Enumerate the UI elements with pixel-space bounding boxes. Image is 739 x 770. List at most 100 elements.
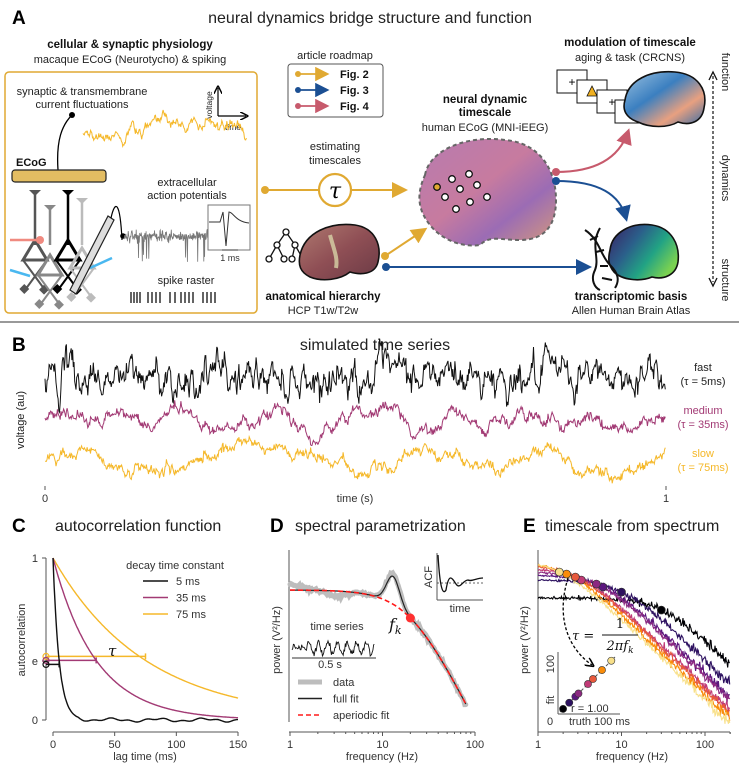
knee-point bbox=[570, 572, 580, 582]
svg-text:+: + bbox=[568, 75, 575, 89]
spike-raster bbox=[130, 292, 216, 303]
series-label: slow bbox=[692, 448, 714, 460]
voltage-axis-label: voltage bbox=[204, 91, 214, 119]
legend-label: full fit bbox=[333, 694, 359, 706]
tau-marker-dot bbox=[42, 660, 50, 669]
ts-inset-trace bbox=[291, 639, 375, 658]
estimating-label-1: estimating bbox=[310, 141, 360, 153]
x-tick-label: 0 bbox=[50, 739, 56, 751]
x-tick-label: 10 bbox=[376, 739, 388, 751]
neuron-tuft bbox=[44, 205, 56, 211]
panel-d-ylabel: power (V²/Hz) bbox=[271, 606, 283, 674]
fit-vs-truth-point bbox=[607, 656, 616, 665]
modulation-title: modulation of timescale bbox=[564, 37, 696, 49]
arrow-timescale-to-transcriptomic bbox=[555, 180, 631, 222]
roadmap-item-label: Fig. 3 bbox=[340, 85, 369, 97]
neural-timescale-title-1: neural dynamic bbox=[443, 94, 528, 106]
knee-point bbox=[592, 579, 601, 589]
fluctuations-label-2: current fluctuations bbox=[36, 99, 129, 111]
x-tick-label: 0 bbox=[42, 493, 48, 505]
ts-inset-title: time series bbox=[310, 621, 364, 633]
series-tau-label: (τ = 35ms) bbox=[677, 419, 728, 431]
legend-label: 75 ms bbox=[176, 609, 206, 621]
trace-slow bbox=[44, 434, 666, 484]
trace-medium bbox=[44, 400, 666, 447]
x-tick-label: 10 bbox=[615, 739, 627, 751]
neuron-tuft bbox=[62, 190, 74, 196]
inset-x-tick-max: 100 ms bbox=[594, 716, 631, 728]
x-tick-label: 150 bbox=[229, 739, 247, 751]
svg-text:+: + bbox=[608, 95, 615, 109]
electrode bbox=[473, 181, 481, 189]
neuron-circuit-icon bbox=[9, 190, 113, 310]
spectrum-line bbox=[537, 594, 731, 668]
ecog-contact-dot bbox=[69, 112, 75, 118]
fluctuations-label-1: synaptic & transmembrane bbox=[17, 86, 148, 98]
panel-c-title: autocorrelation function bbox=[55, 518, 221, 535]
spectrum-line bbox=[537, 563, 731, 722]
panel-b-ylabel: voltage (au) bbox=[15, 391, 27, 449]
inset-ylabel: fit bbox=[545, 696, 557, 705]
spectrum-line bbox=[537, 577, 731, 685]
series-tau-label: (τ = 5ms) bbox=[681, 376, 726, 388]
legend-label: 35 ms bbox=[176, 593, 206, 605]
panel-c-ylabel: autocorrelation bbox=[16, 604, 28, 677]
ecog-wire bbox=[56, 114, 73, 171]
acf-line-35 bbox=[52, 557, 239, 719]
tau-annotation: τ bbox=[108, 642, 117, 660]
physiology-subtitle: macaque ECoG (Neurotycho) & spiking bbox=[34, 54, 227, 66]
ecog-trace bbox=[82, 109, 247, 149]
action-potentials-label-2: action potentials bbox=[147, 190, 227, 202]
tau-circle bbox=[317, 172, 353, 208]
input-fiber-blue bbox=[9, 268, 31, 278]
fit-vs-truth-inset: 100 fit 0 truth 100 ms r = 1.00 bbox=[545, 652, 631, 728]
inset-r-label: r = 1.00 bbox=[571, 703, 609, 715]
inset-y-tick: 100 bbox=[545, 655, 557, 673]
axis-label-function: function bbox=[719, 53, 731, 92]
extracellular-trace bbox=[123, 228, 208, 262]
fit-vs-truth-point bbox=[598, 666, 606, 674]
panel-d-xlabel: frequency (Hz) bbox=[346, 751, 418, 763]
scale-bar-label: 1 ms bbox=[220, 253, 240, 263]
panel-e: E timescale from spectrum 1 10 100 frequen… bbox=[519, 516, 731, 763]
legend-label: aperiodic fit bbox=[333, 710, 389, 722]
x-tick-label: 100 bbox=[696, 739, 714, 751]
ecog-electrode-grid bbox=[433, 170, 491, 213]
neuron-tuft bbox=[76, 198, 88, 204]
knee-point bbox=[554, 567, 564, 577]
panel-c: C autocorrelation function 0 50 100 150 1 e… bbox=[12, 516, 247, 763]
x-tick-label: 50 bbox=[109, 739, 121, 751]
transcriptomic-brain bbox=[608, 223, 680, 281]
axis-label-structure: structure bbox=[719, 259, 731, 302]
panel-c-xlabel: lag time (ms) bbox=[113, 751, 177, 763]
legend-title: decay time constant bbox=[126, 560, 224, 572]
roadmap-legend: Fig. 2 Fig. 3 Fig. 4 bbox=[295, 66, 370, 114]
knee-point bbox=[617, 587, 626, 597]
acf-inset-xlabel: time bbox=[450, 603, 471, 615]
ecog-electrode-icon bbox=[11, 169, 107, 183]
electrode bbox=[456, 185, 464, 193]
formula-lhs: τ = bbox=[572, 629, 594, 644]
panel-b: B simulated time series fast (τ = 5ms) med… bbox=[12, 335, 729, 505]
x-tick-label: 100 bbox=[167, 739, 185, 751]
microelectrode-icon bbox=[69, 205, 126, 295]
synapse-terminal bbox=[54, 299, 64, 310]
electrode bbox=[448, 175, 456, 183]
panel-d-title: spectral parametrization bbox=[295, 518, 466, 535]
electrode bbox=[441, 193, 449, 201]
fit-vs-truth-point bbox=[589, 675, 597, 683]
neural-timescale-brain bbox=[418, 138, 558, 247]
electrode bbox=[466, 198, 474, 206]
electrode bbox=[465, 170, 473, 178]
neuron-soma bbox=[53, 237, 83, 262]
arrow-timescale-to-modulation bbox=[555, 128, 632, 173]
synapse-red bbox=[36, 236, 44, 244]
anatomy-subtitle: HCP T1w/T2w bbox=[288, 305, 359, 317]
panel-label-a: A bbox=[12, 8, 26, 29]
roadmap-item-label: Fig. 4 bbox=[340, 101, 370, 113]
acf-inset-line bbox=[437, 554, 484, 593]
roadmap-box bbox=[287, 63, 384, 118]
axis-label-dynamics: dynamics bbox=[719, 155, 731, 202]
x-tick-label: 1 bbox=[663, 493, 669, 505]
tau-marker-dot bbox=[42, 656, 50, 665]
